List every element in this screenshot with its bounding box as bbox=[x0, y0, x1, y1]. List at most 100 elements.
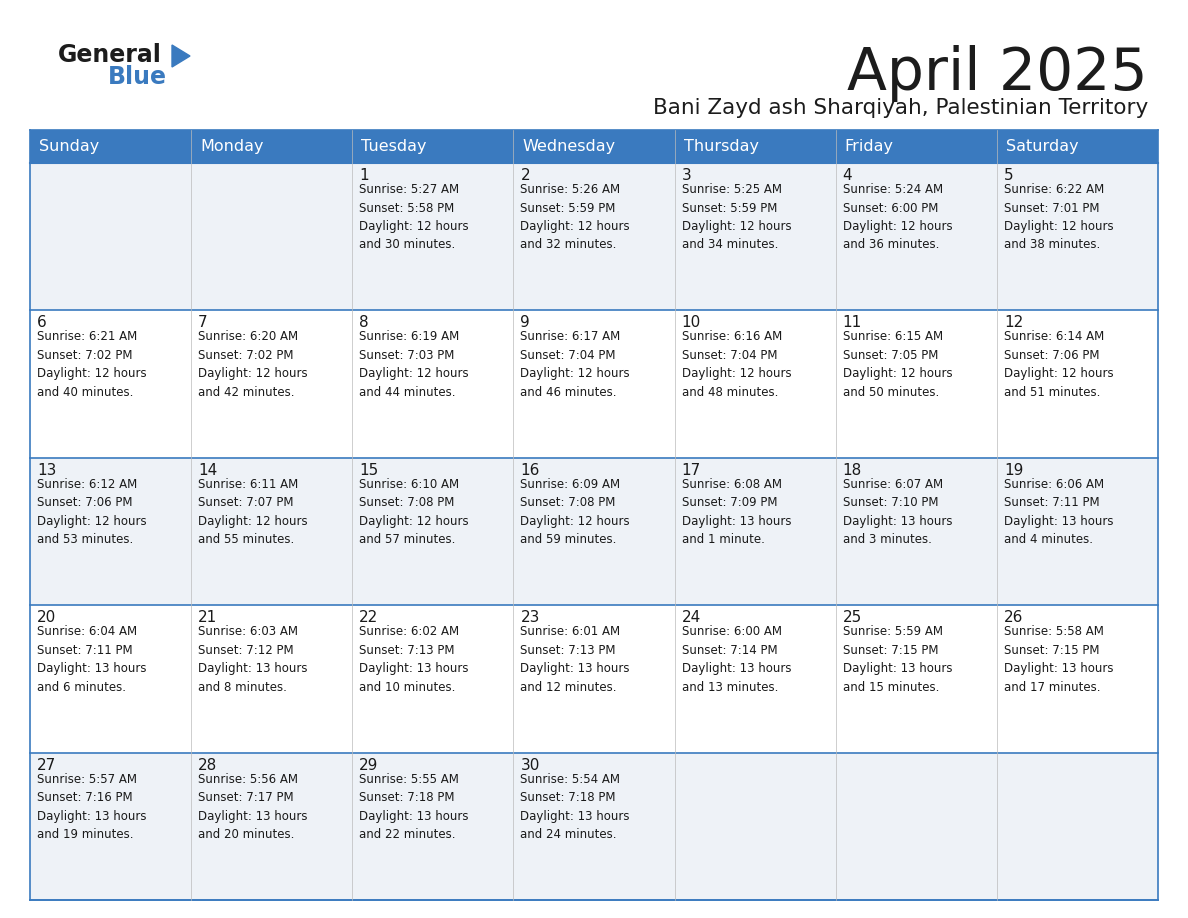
Text: Sunrise: 6:17 AM
Sunset: 7:04 PM
Daylight: 12 hours
and 46 minutes.: Sunrise: 6:17 AM Sunset: 7:04 PM Dayligh… bbox=[520, 330, 630, 399]
Text: 4: 4 bbox=[842, 168, 852, 183]
Text: Sunrise: 5:58 AM
Sunset: 7:15 PM
Daylight: 13 hours
and 17 minutes.: Sunrise: 5:58 AM Sunset: 7:15 PM Dayligh… bbox=[1004, 625, 1113, 694]
Text: Sunrise: 6:03 AM
Sunset: 7:12 PM
Daylight: 13 hours
and 8 minutes.: Sunrise: 6:03 AM Sunset: 7:12 PM Dayligh… bbox=[198, 625, 308, 694]
Text: Sunrise: 6:02 AM
Sunset: 7:13 PM
Daylight: 13 hours
and 10 minutes.: Sunrise: 6:02 AM Sunset: 7:13 PM Dayligh… bbox=[359, 625, 469, 694]
Text: 28: 28 bbox=[198, 757, 217, 773]
Text: 12: 12 bbox=[1004, 316, 1023, 330]
Bar bbox=[191, 310, 353, 458]
Bar bbox=[997, 458, 1158, 605]
Text: 29: 29 bbox=[359, 757, 379, 773]
Text: 21: 21 bbox=[198, 610, 217, 625]
Text: 1: 1 bbox=[359, 168, 369, 183]
Bar bbox=[835, 163, 997, 310]
Text: 17: 17 bbox=[682, 463, 701, 477]
Text: 8: 8 bbox=[359, 316, 369, 330]
Text: Sunrise: 5:54 AM
Sunset: 7:18 PM
Daylight: 13 hours
and 24 minutes.: Sunrise: 5:54 AM Sunset: 7:18 PM Dayligh… bbox=[520, 773, 630, 841]
Text: 22: 22 bbox=[359, 610, 379, 625]
Text: Sunrise: 6:11 AM
Sunset: 7:07 PM
Daylight: 12 hours
and 55 minutes.: Sunrise: 6:11 AM Sunset: 7:07 PM Dayligh… bbox=[198, 477, 308, 546]
Bar bbox=[835, 310, 997, 458]
Text: General: General bbox=[58, 43, 162, 67]
Text: Sunrise: 5:26 AM
Sunset: 5:59 PM
Daylight: 12 hours
and 32 minutes.: Sunrise: 5:26 AM Sunset: 5:59 PM Dayligh… bbox=[520, 183, 630, 252]
Text: Sunrise: 6:14 AM
Sunset: 7:06 PM
Daylight: 12 hours
and 51 minutes.: Sunrise: 6:14 AM Sunset: 7:06 PM Dayligh… bbox=[1004, 330, 1113, 399]
Text: 25: 25 bbox=[842, 610, 862, 625]
Bar bbox=[191, 458, 353, 605]
Text: Friday: Friday bbox=[845, 139, 893, 154]
Bar bbox=[191, 753, 353, 900]
Bar bbox=[30, 605, 191, 753]
Text: Sunrise: 6:08 AM
Sunset: 7:09 PM
Daylight: 13 hours
and 1 minute.: Sunrise: 6:08 AM Sunset: 7:09 PM Dayligh… bbox=[682, 477, 791, 546]
Text: Thursday: Thursday bbox=[683, 139, 759, 154]
Text: Sunrise: 6:06 AM
Sunset: 7:11 PM
Daylight: 13 hours
and 4 minutes.: Sunrise: 6:06 AM Sunset: 7:11 PM Dayligh… bbox=[1004, 477, 1113, 546]
Text: Sunrise: 6:19 AM
Sunset: 7:03 PM
Daylight: 12 hours
and 44 minutes.: Sunrise: 6:19 AM Sunset: 7:03 PM Dayligh… bbox=[359, 330, 469, 399]
Text: 5: 5 bbox=[1004, 168, 1013, 183]
Text: Sunrise: 6:00 AM
Sunset: 7:14 PM
Daylight: 13 hours
and 13 minutes.: Sunrise: 6:00 AM Sunset: 7:14 PM Dayligh… bbox=[682, 625, 791, 694]
Text: Wednesday: Wednesday bbox=[523, 139, 615, 154]
Text: Sunrise: 6:20 AM
Sunset: 7:02 PM
Daylight: 12 hours
and 42 minutes.: Sunrise: 6:20 AM Sunset: 7:02 PM Dayligh… bbox=[198, 330, 308, 399]
Text: Sunrise: 6:12 AM
Sunset: 7:06 PM
Daylight: 12 hours
and 53 minutes.: Sunrise: 6:12 AM Sunset: 7:06 PM Dayligh… bbox=[37, 477, 146, 546]
Text: Monday: Monday bbox=[200, 139, 264, 154]
Text: 14: 14 bbox=[198, 463, 217, 477]
Bar bbox=[191, 605, 353, 753]
Text: Sunrise: 5:24 AM
Sunset: 6:00 PM
Daylight: 12 hours
and 36 minutes.: Sunrise: 5:24 AM Sunset: 6:00 PM Dayligh… bbox=[842, 183, 953, 252]
Text: Bani Zayd ash Sharqiyah, Palestinian Territory: Bani Zayd ash Sharqiyah, Palestinian Ter… bbox=[652, 98, 1148, 118]
Text: Sunrise: 6:09 AM
Sunset: 7:08 PM
Daylight: 12 hours
and 59 minutes.: Sunrise: 6:09 AM Sunset: 7:08 PM Dayligh… bbox=[520, 477, 630, 546]
Text: 15: 15 bbox=[359, 463, 379, 477]
Bar bbox=[997, 753, 1158, 900]
Text: 13: 13 bbox=[37, 463, 56, 477]
Bar bbox=[997, 163, 1158, 310]
Text: Sunrise: 5:59 AM
Sunset: 7:15 PM
Daylight: 13 hours
and 15 minutes.: Sunrise: 5:59 AM Sunset: 7:15 PM Dayligh… bbox=[842, 625, 953, 694]
Text: Sunrise: 5:55 AM
Sunset: 7:18 PM
Daylight: 13 hours
and 22 minutes.: Sunrise: 5:55 AM Sunset: 7:18 PM Dayligh… bbox=[359, 773, 469, 841]
Bar bbox=[30, 458, 191, 605]
Bar bbox=[513, 163, 675, 310]
Text: Sunrise: 5:57 AM
Sunset: 7:16 PM
Daylight: 13 hours
and 19 minutes.: Sunrise: 5:57 AM Sunset: 7:16 PM Dayligh… bbox=[37, 773, 146, 841]
Text: Sunrise: 6:21 AM
Sunset: 7:02 PM
Daylight: 12 hours
and 40 minutes.: Sunrise: 6:21 AM Sunset: 7:02 PM Dayligh… bbox=[37, 330, 146, 399]
Bar bbox=[675, 310, 835, 458]
Text: 18: 18 bbox=[842, 463, 862, 477]
Text: 2: 2 bbox=[520, 168, 530, 183]
Text: Sunrise: 5:25 AM
Sunset: 5:59 PM
Daylight: 12 hours
and 34 minutes.: Sunrise: 5:25 AM Sunset: 5:59 PM Dayligh… bbox=[682, 183, 791, 252]
Bar bbox=[513, 458, 675, 605]
Text: Saturday: Saturday bbox=[1006, 139, 1079, 154]
Text: 24: 24 bbox=[682, 610, 701, 625]
Text: Sunrise: 6:10 AM
Sunset: 7:08 PM
Daylight: 12 hours
and 57 minutes.: Sunrise: 6:10 AM Sunset: 7:08 PM Dayligh… bbox=[359, 477, 469, 546]
Text: Sunday: Sunday bbox=[39, 139, 100, 154]
Bar bbox=[353, 753, 513, 900]
Text: 20: 20 bbox=[37, 610, 56, 625]
Text: Sunrise: 6:01 AM
Sunset: 7:13 PM
Daylight: 13 hours
and 12 minutes.: Sunrise: 6:01 AM Sunset: 7:13 PM Dayligh… bbox=[520, 625, 630, 694]
Text: 11: 11 bbox=[842, 316, 862, 330]
Bar bbox=[675, 458, 835, 605]
Text: Sunrise: 6:07 AM
Sunset: 7:10 PM
Daylight: 13 hours
and 3 minutes.: Sunrise: 6:07 AM Sunset: 7:10 PM Dayligh… bbox=[842, 477, 953, 546]
Text: 6: 6 bbox=[37, 316, 46, 330]
Text: 26: 26 bbox=[1004, 610, 1023, 625]
Text: 9: 9 bbox=[520, 316, 530, 330]
Bar bbox=[353, 605, 513, 753]
Text: April 2025: April 2025 bbox=[847, 45, 1148, 102]
Bar bbox=[835, 753, 997, 900]
Bar bbox=[997, 310, 1158, 458]
Bar bbox=[513, 753, 675, 900]
Bar bbox=[353, 310, 513, 458]
Bar bbox=[675, 753, 835, 900]
Bar bbox=[513, 605, 675, 753]
Text: Tuesday: Tuesday bbox=[361, 139, 426, 154]
Bar bbox=[30, 310, 191, 458]
Text: Sunrise: 6:22 AM
Sunset: 7:01 PM
Daylight: 12 hours
and 38 minutes.: Sunrise: 6:22 AM Sunset: 7:01 PM Dayligh… bbox=[1004, 183, 1113, 252]
Bar bbox=[30, 753, 191, 900]
Text: Sunrise: 5:56 AM
Sunset: 7:17 PM
Daylight: 13 hours
and 20 minutes.: Sunrise: 5:56 AM Sunset: 7:17 PM Dayligh… bbox=[198, 773, 308, 841]
Bar bbox=[30, 163, 191, 310]
Text: 27: 27 bbox=[37, 757, 56, 773]
Bar bbox=[835, 458, 997, 605]
Text: 19: 19 bbox=[1004, 463, 1023, 477]
Text: Sunrise: 6:04 AM
Sunset: 7:11 PM
Daylight: 13 hours
and 6 minutes.: Sunrise: 6:04 AM Sunset: 7:11 PM Dayligh… bbox=[37, 625, 146, 694]
Bar bbox=[675, 163, 835, 310]
Bar bbox=[997, 605, 1158, 753]
Bar bbox=[513, 310, 675, 458]
Text: Sunrise: 5:27 AM
Sunset: 5:58 PM
Daylight: 12 hours
and 30 minutes.: Sunrise: 5:27 AM Sunset: 5:58 PM Dayligh… bbox=[359, 183, 469, 252]
Text: 16: 16 bbox=[520, 463, 539, 477]
Text: 30: 30 bbox=[520, 757, 539, 773]
Text: 10: 10 bbox=[682, 316, 701, 330]
Bar bbox=[353, 458, 513, 605]
Bar bbox=[675, 605, 835, 753]
Text: 23: 23 bbox=[520, 610, 539, 625]
Bar bbox=[191, 163, 353, 310]
Text: 7: 7 bbox=[198, 316, 208, 330]
